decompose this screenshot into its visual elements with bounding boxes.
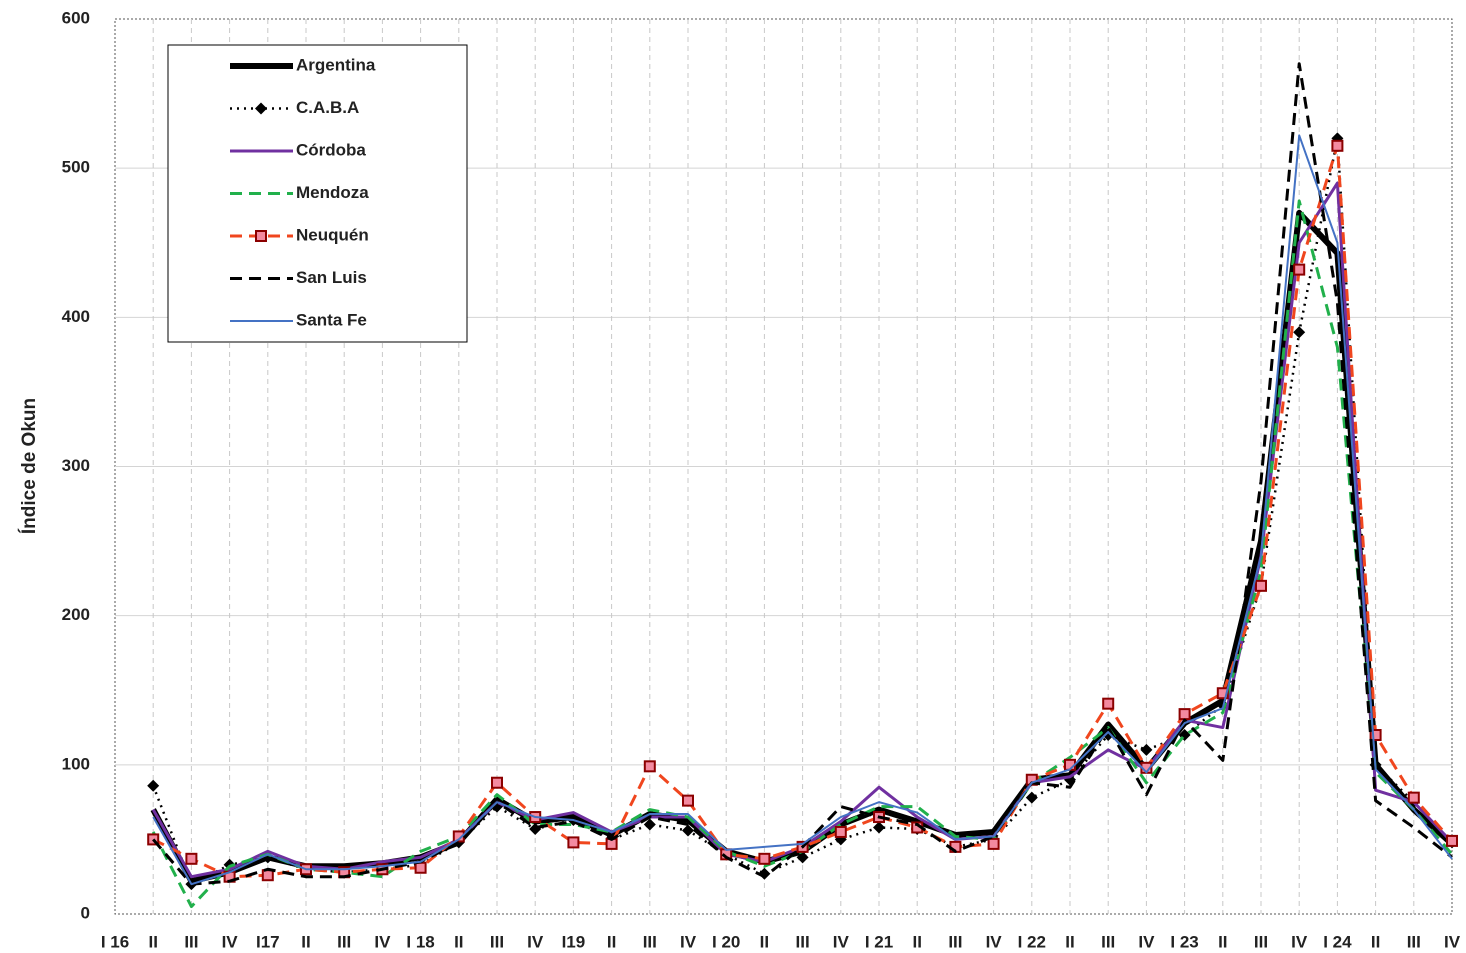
point-marker [873, 821, 885, 834]
point-marker [1293, 263, 1306, 276]
x-tick-label: IV [680, 932, 697, 951]
x-tick-label: II [1065, 932, 1074, 951]
x-tick-label: III [1407, 932, 1421, 951]
point-marker [1025, 791, 1038, 804]
point-marker [147, 779, 160, 792]
x-tick-label: IV [222, 932, 239, 951]
point-marker [1331, 139, 1344, 152]
x-tick-label: II [454, 932, 463, 951]
series-line [152, 62, 1453, 886]
x-tick-label: II [1371, 932, 1380, 951]
x-tick-label: I 21 [865, 932, 893, 951]
y-tick-label: 0 [81, 903, 90, 922]
x-tick-label: I 20 [712, 932, 740, 951]
x-tick-label: II [607, 932, 616, 951]
point-marker [1216, 687, 1229, 700]
x-tick-label: I 16 [101, 932, 129, 951]
x-tick-label: I 18 [406, 932, 434, 951]
point-marker [1140, 743, 1153, 756]
point-marker [491, 776, 503, 789]
y-tick-label: 200 [62, 605, 90, 624]
point-marker [185, 852, 198, 865]
x-tick-label: II [912, 932, 921, 951]
x-tick-label: II [148, 932, 157, 951]
point-marker [1369, 729, 1382, 741]
point-marker [643, 760, 656, 773]
legend-label: Córdoba [296, 140, 366, 159]
legend-marker [255, 102, 267, 115]
y-tick-label: 600 [62, 8, 90, 27]
x-tick-label: II [760, 932, 769, 951]
point-marker [834, 825, 847, 838]
x-tick-label: IV [833, 932, 850, 951]
x-tick-label: I19 [562, 932, 586, 951]
x-tick-label: IV [1138, 932, 1155, 951]
x-tick-label: III [643, 932, 657, 951]
legend-marker [255, 230, 267, 242]
x-tick-label: IV [1291, 932, 1308, 951]
point-marker [643, 818, 656, 831]
x-tick-label: III [337, 932, 351, 951]
y-tick-label: 100 [62, 754, 90, 773]
point-marker [758, 852, 771, 865]
x-tick-label: IV [374, 932, 391, 951]
x-tick-label: IV [1444, 932, 1461, 951]
point-marker [1407, 791, 1420, 804]
x-tick-label: I 22 [1018, 932, 1046, 951]
legend: Argentina C.A.B.A Córdoba Mendoza Neuquén San… [167, 44, 468, 343]
point-marker [414, 861, 427, 874]
legend-label: San Luis [296, 268, 367, 287]
x-tick-label: IV [986, 932, 1003, 951]
legend-label: C.A.B.A [296, 98, 359, 117]
legend-label: Argentina [296, 55, 376, 74]
x-tick-label: I 23 [1170, 932, 1198, 951]
point-marker [1446, 834, 1458, 847]
x-tick-label: III [1254, 932, 1268, 951]
point-marker [529, 822, 542, 835]
x-tick-label: III [490, 932, 504, 951]
legend-label: Neuquén [296, 225, 369, 244]
x-tick-label: II [1218, 932, 1227, 951]
point-marker [1255, 579, 1267, 592]
series [152, 134, 1453, 886]
x-tick-label: II [301, 932, 310, 951]
legend-label: Santa Fe [296, 310, 367, 329]
point-marker [987, 837, 1000, 850]
point-marker [567, 836, 580, 849]
x-tick-label: III [184, 932, 198, 951]
point-marker [796, 851, 809, 864]
x-tick-label: III [948, 932, 962, 951]
x-tick-label: III [1101, 932, 1115, 951]
legend-label: Mendoza [296, 183, 369, 202]
y-tick-label: 300 [62, 456, 90, 475]
series [152, 62, 1453, 886]
point-marker [682, 824, 694, 837]
x-tick-label: I 24 [1323, 932, 1352, 951]
y-axis-title: Índice de Okun [18, 398, 40, 534]
y-tick-label: 500 [62, 158, 90, 177]
x-tick-label: III [796, 932, 810, 951]
point-marker [682, 794, 694, 807]
y-tick-label: 400 [62, 307, 90, 326]
point-marker [1293, 326, 1306, 339]
point-marker [1178, 708, 1191, 721]
series-line [152, 134, 1453, 886]
x-tick-label: IV [527, 932, 544, 951]
legend-box [167, 44, 468, 343]
x-tick-label: I17 [256, 932, 280, 951]
point-marker [1102, 697, 1115, 710]
